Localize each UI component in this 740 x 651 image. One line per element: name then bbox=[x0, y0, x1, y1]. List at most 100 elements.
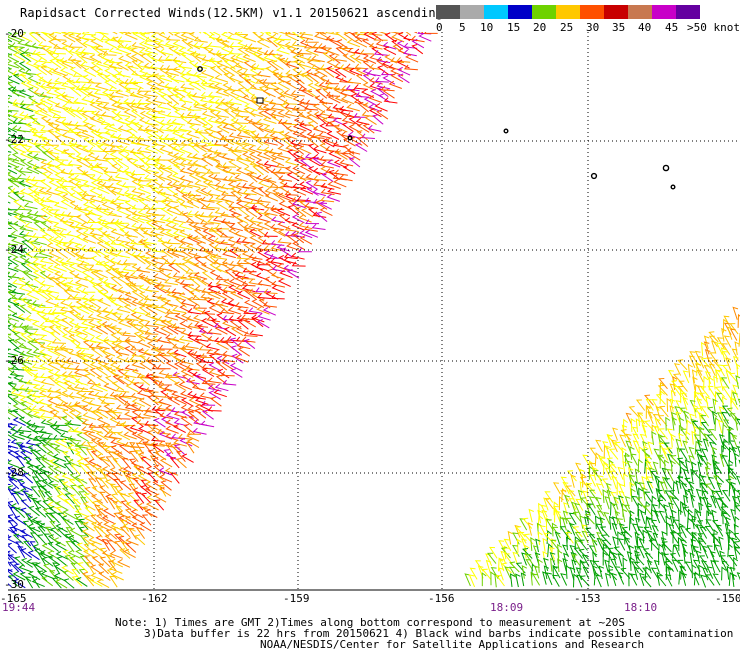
wind-barb bbox=[88, 92, 100, 99]
wind-barb bbox=[63, 133, 75, 140]
wind-barb bbox=[216, 225, 229, 229]
wind-barb bbox=[0, 417, 4, 425]
wind-barb bbox=[547, 573, 552, 585]
wind-barb bbox=[77, 287, 89, 295]
wind-barb bbox=[222, 219, 235, 224]
wind-barb bbox=[333, 104, 346, 110]
wind-barb bbox=[85, 556, 94, 566]
wind-barb bbox=[258, 313, 270, 320]
wind-barb bbox=[635, 469, 639, 482]
wind-barb bbox=[245, 195, 258, 201]
lon-label: -153 bbox=[574, 592, 601, 605]
wind-barb bbox=[0, 258, 12, 263]
wind-barb bbox=[105, 80, 116, 89]
wind-barb bbox=[729, 556, 737, 567]
wind-barb bbox=[0, 273, 4, 280]
wind-barb bbox=[670, 490, 679, 500]
island-outline bbox=[504, 129, 508, 133]
wind-barb bbox=[305, 203, 318, 209]
wind-barb bbox=[595, 453, 600, 466]
wind-barb bbox=[688, 365, 692, 378]
wind-barb bbox=[335, 88, 347, 96]
wind-barb bbox=[117, 181, 129, 188]
wind-barb bbox=[117, 329, 130, 334]
wind-barb bbox=[131, 425, 143, 432]
wind-barb bbox=[82, 288, 95, 292]
wind-barb bbox=[33, 579, 45, 587]
wind-barb bbox=[130, 245, 142, 252]
island-outline bbox=[592, 174, 597, 179]
wind-barb bbox=[20, 196, 33, 203]
wind-barb bbox=[161, 192, 173, 200]
wind-barb bbox=[563, 518, 568, 531]
wind-barb bbox=[33, 321, 45, 329]
wind-barb bbox=[0, 84, 4, 90]
wind-barb bbox=[194, 428, 207, 434]
wind-barb bbox=[0, 231, 12, 236]
wind-barb bbox=[67, 358, 80, 364]
wind-barb bbox=[32, 487, 40, 497]
wind-barb bbox=[75, 366, 88, 371]
wind-barb bbox=[577, 568, 582, 580]
island-outline bbox=[348, 136, 352, 140]
wind-barb bbox=[671, 435, 675, 448]
wind-barb bbox=[51, 229, 61, 238]
wind-barb bbox=[7, 222, 17, 231]
wind-barb bbox=[113, 459, 122, 469]
wind-barb bbox=[181, 176, 194, 183]
wind-barb bbox=[0, 405, 5, 411]
wind-barb bbox=[138, 433, 150, 441]
wind-barb bbox=[272, 295, 285, 299]
wind-barb bbox=[274, 88, 285, 97]
wind-barb bbox=[179, 63, 192, 69]
wind-barb bbox=[0, 306, 3, 315]
wind-barb bbox=[0, 188, 3, 197]
wind-barb bbox=[265, 232, 278, 236]
wind-barb bbox=[271, 205, 284, 209]
wind-barb bbox=[654, 426, 660, 438]
wind-barb bbox=[344, 138, 355, 146]
wind-barb bbox=[655, 511, 660, 523]
wind-barb bbox=[0, 410, 10, 419]
wind-barb bbox=[690, 352, 697, 363]
wind-barb bbox=[126, 62, 139, 68]
wind-barb bbox=[26, 232, 39, 237]
wind-barb bbox=[225, 327, 236, 336]
wind-barb bbox=[188, 41, 200, 49]
wind-barb bbox=[138, 87, 151, 91]
wind-barb bbox=[676, 481, 681, 494]
wind-barb bbox=[105, 314, 117, 322]
wind-barb bbox=[0, 387, 6, 392]
wind-barb bbox=[236, 355, 248, 362]
wind-barb bbox=[328, 194, 340, 201]
wind-barb bbox=[153, 197, 166, 202]
wind-barb bbox=[278, 238, 291, 243]
wind-barb bbox=[558, 559, 562, 572]
wind-barb bbox=[612, 440, 618, 452]
wind-barb bbox=[83, 270, 94, 279]
wind-barb bbox=[313, 224, 326, 229]
wind-barb bbox=[355, 84, 368, 89]
wind-barb bbox=[347, 104, 360, 111]
wind-barb bbox=[216, 384, 229, 391]
wind-barb bbox=[631, 454, 637, 465]
wind-barb bbox=[314, 104, 325, 113]
wind-barb bbox=[90, 147, 103, 152]
wind-barb bbox=[131, 346, 144, 350]
wind-barb bbox=[71, 129, 82, 138]
wind-barb bbox=[203, 165, 214, 174]
wind-barb bbox=[559, 497, 563, 510]
wind-barb bbox=[229, 182, 241, 189]
wind-barb bbox=[127, 129, 137, 138]
wind-barb bbox=[714, 561, 720, 572]
wind-barb bbox=[273, 61, 284, 70]
wind-barb bbox=[146, 265, 159, 272]
wind-barb bbox=[314, 28, 327, 34]
wind-barb bbox=[134, 382, 145, 391]
wind-barb bbox=[357, 74, 368, 83]
wind-barb bbox=[84, 181, 96, 188]
wind-barb bbox=[34, 331, 47, 336]
wind-barb bbox=[103, 147, 116, 151]
lat-label: -24 bbox=[4, 243, 24, 256]
